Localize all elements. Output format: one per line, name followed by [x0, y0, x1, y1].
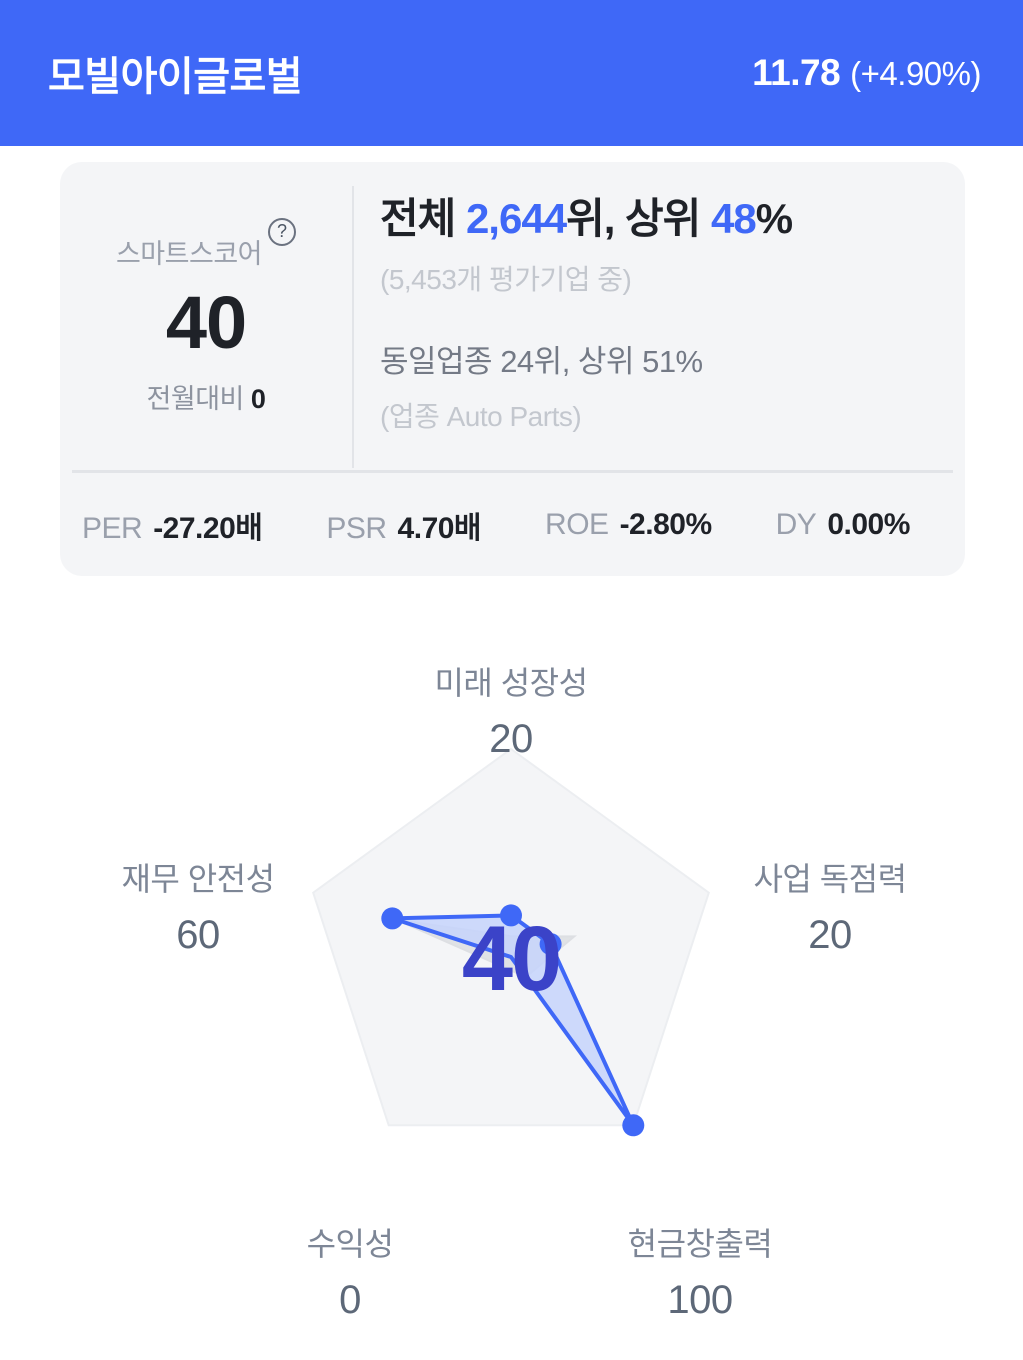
radar-point-0 [500, 904, 522, 927]
axis-label-growth: 미래 성장성 [434, 665, 587, 701]
metric-psr: PSR 4.70배 [326, 503, 481, 547]
smartscore-label-row: 스마트스코어 ? [115, 217, 297, 271]
metric-label: ROE [545, 507, 609, 541]
smartscore-card: 스마트스코어 ? 40 전월대비 0 전체 2,644위, 상위 48% (5,… [60, 162, 965, 576]
sector-rank-line: 동일업종 24위, 상위 51% [380, 344, 703, 380]
smartscore-card-top: 스마트스코어 ? 40 전월대비 0 전체 2,644위, 상위 48% (5,… [60, 162, 965, 470]
metric-roe: ROE -2.80% [545, 508, 712, 542]
axis-label-monopoly: 사업 독점력 [753, 861, 906, 897]
valuation-metrics-row: PER -27.20배 PSR 4.70배 ROE -2.80% DY 0.00… [60, 473, 965, 576]
question-mark-icon[interactable]: ? [268, 217, 297, 246]
smartscore-label: 스마트스코어 [115, 238, 263, 269]
page-title: 모빌아이글로벌 [48, 55, 303, 99]
overall-rank-percentile: 48 [711, 195, 757, 242]
overall-rank-number: 2,644 [465, 195, 567, 242]
overall-rank-middle: 위, 상위 [566, 195, 711, 242]
axis-value-profitability: 0 [339, 1278, 361, 1322]
smartscore-delta-value: 0 [250, 384, 266, 415]
radar-center-score: 40 [462, 908, 560, 1010]
axis-value-cashflow: 100 [667, 1278, 732, 1322]
radar-svg: 미래 성장성 20 사업 독점력 20 현금창출력 100 수익성 0 재무 안… [121, 665, 907, 1322]
price-change: (+4.90%) [850, 55, 981, 92]
smartscore-radar-chart: 미래 성장성 20 사업 독점력 20 현금창출력 100 수익성 0 재무 안… [0, 600, 1023, 1360]
overall-rank-prefix: 전체 [380, 195, 466, 242]
price-block: 11.78 (+4.90%) [752, 52, 981, 94]
smartscore-value: 40 [165, 280, 247, 364]
metric-value: -27.20배 [153, 511, 263, 545]
radar-point-4 [381, 907, 404, 930]
rank-universe-note: (5,453개 평가기업 중) [380, 264, 632, 296]
axis-label-cashflow: 현금창출력 [628, 1226, 773, 1262]
card-horizontal-divider [72, 470, 953, 473]
smartscore-delta: 전월대비 0 [147, 377, 266, 416]
card-vertical-divider [352, 186, 354, 468]
axis-label-profitability: 수익성 [307, 1226, 394, 1262]
metric-value: 0.00% [827, 507, 910, 541]
metric-label: PSR [326, 511, 387, 545]
metric-label: DY [775, 507, 817, 541]
axis-label-safety: 재무 안전성 [121, 861, 274, 897]
radar-point-2 [622, 1114, 645, 1137]
axis-value-safety: 60 [176, 913, 220, 957]
metric-per: PER -27.20배 [82, 503, 263, 547]
sector-name-note: (업종 Auto Parts) [380, 401, 582, 433]
overall-rank-line: 전체 2,644위, 상위 48% [380, 194, 965, 244]
radar-point-1 [539, 933, 562, 956]
app-header: 모빌아이글로벌 11.78 (+4.90%) [0, 0, 1023, 146]
smartscore-delta-label: 전월대비 [146, 384, 245, 415]
metric-value: -2.80% [619, 507, 713, 541]
overall-rank-suffix: % [755, 195, 793, 242]
radar-data-points [381, 904, 645, 1137]
axis-value-growth: 20 [489, 717, 533, 761]
current-price: 11.78 [752, 52, 841, 93]
smartscore-summary: 스마트스코어 ? 40 전월대비 0 [60, 162, 352, 470]
metric-value: 4.70배 [397, 511, 482, 545]
rank-summary: 전체 2,644위, 상위 48% (5,453개 평가기업 중) 동일업종 2… [352, 162, 965, 470]
metric-dy: DY 0.00% [775, 507, 911, 542]
axis-value-monopoly: 20 [808, 913, 852, 957]
metric-label: PER [82, 511, 143, 545]
